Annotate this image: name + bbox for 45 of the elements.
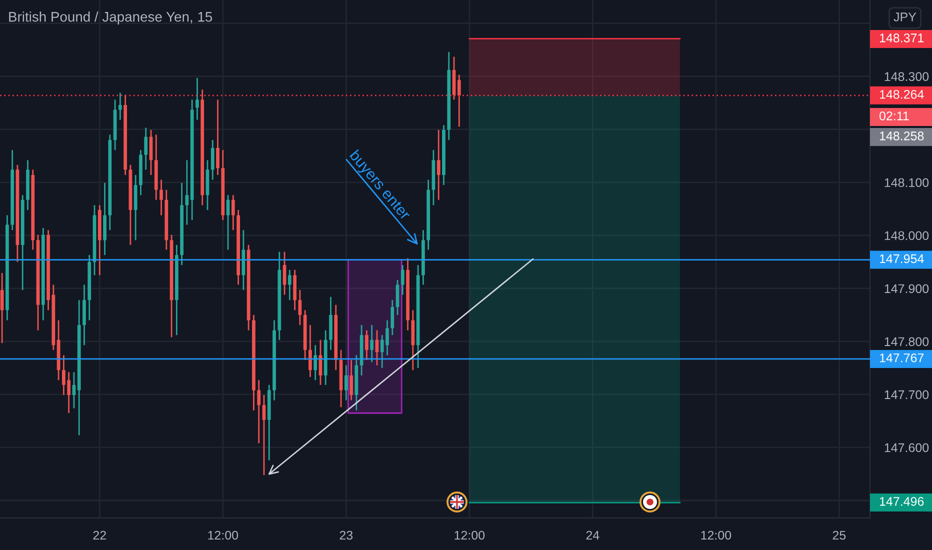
- text: JPY: [894, 12, 916, 22]
- candlestick: [216, 98, 220, 176]
- y-tick-label: 148.000: [884, 231, 929, 240]
- ref-line-label: 147.767: [880, 353, 924, 362]
- x-tick-label: 22: [93, 530, 106, 540]
- candlestick: [288, 269, 292, 301]
- candlestick: [185, 159, 189, 226]
- x-tick-label: 25: [832, 530, 846, 540]
- candlestick: [400, 264, 404, 296]
- candlestick: [298, 289, 302, 326]
- text: 148.258: [880, 132, 924, 140]
- x-tick-label: 23: [340, 530, 353, 540]
- candlestick: [344, 364, 348, 401]
- x-tick-label: 12:00: [454, 530, 485, 540]
- x-tick-label: 24: [586, 530, 600, 540]
- x-tick-label: 12:00: [701, 530, 732, 540]
- y-tick-label: 147.700: [884, 390, 929, 400]
- candlestick: [262, 394, 266, 476]
- y-tick-label: 147.800: [884, 337, 929, 346]
- candlestick: [196, 77, 199, 121]
- x-tick-label: 12:00: [208, 530, 238, 540]
- candlestick: [231, 194, 235, 231]
- y-tick-label: 147.600: [884, 443, 929, 452]
- candlestick: [436, 129, 440, 201]
- candlestick: [457, 74, 461, 128]
- text: 147.496: [880, 497, 924, 506]
- candlestick: [257, 379, 261, 444]
- candlestick: [390, 299, 394, 336]
- text: 148.371: [880, 34, 924, 42]
- text: 02:11: [879, 112, 909, 120]
- candlestick: [350, 359, 353, 401]
- ref-line-label: 148.264: [880, 90, 924, 99]
- candlestick: [365, 330, 368, 361]
- candlestick: [308, 324, 312, 378]
- y-tick-label: 148.300: [884, 72, 929, 81]
- text: British Pound / Japanese Yen, 15: [9, 12, 212, 24]
- y-tick-label: 147.900: [884, 284, 929, 294]
- candlestick: [370, 324, 374, 363]
- candlestick: [314, 344, 318, 381]
- candlestick: [160, 179, 163, 216]
- candlestick: [144, 127, 148, 170]
- candlestick: [118, 92, 122, 121]
- y-tick-label: 148.100: [884, 178, 929, 188]
- ref-line-label: 147.954: [880, 254, 924, 264]
- candlestick: [210, 139, 214, 180]
